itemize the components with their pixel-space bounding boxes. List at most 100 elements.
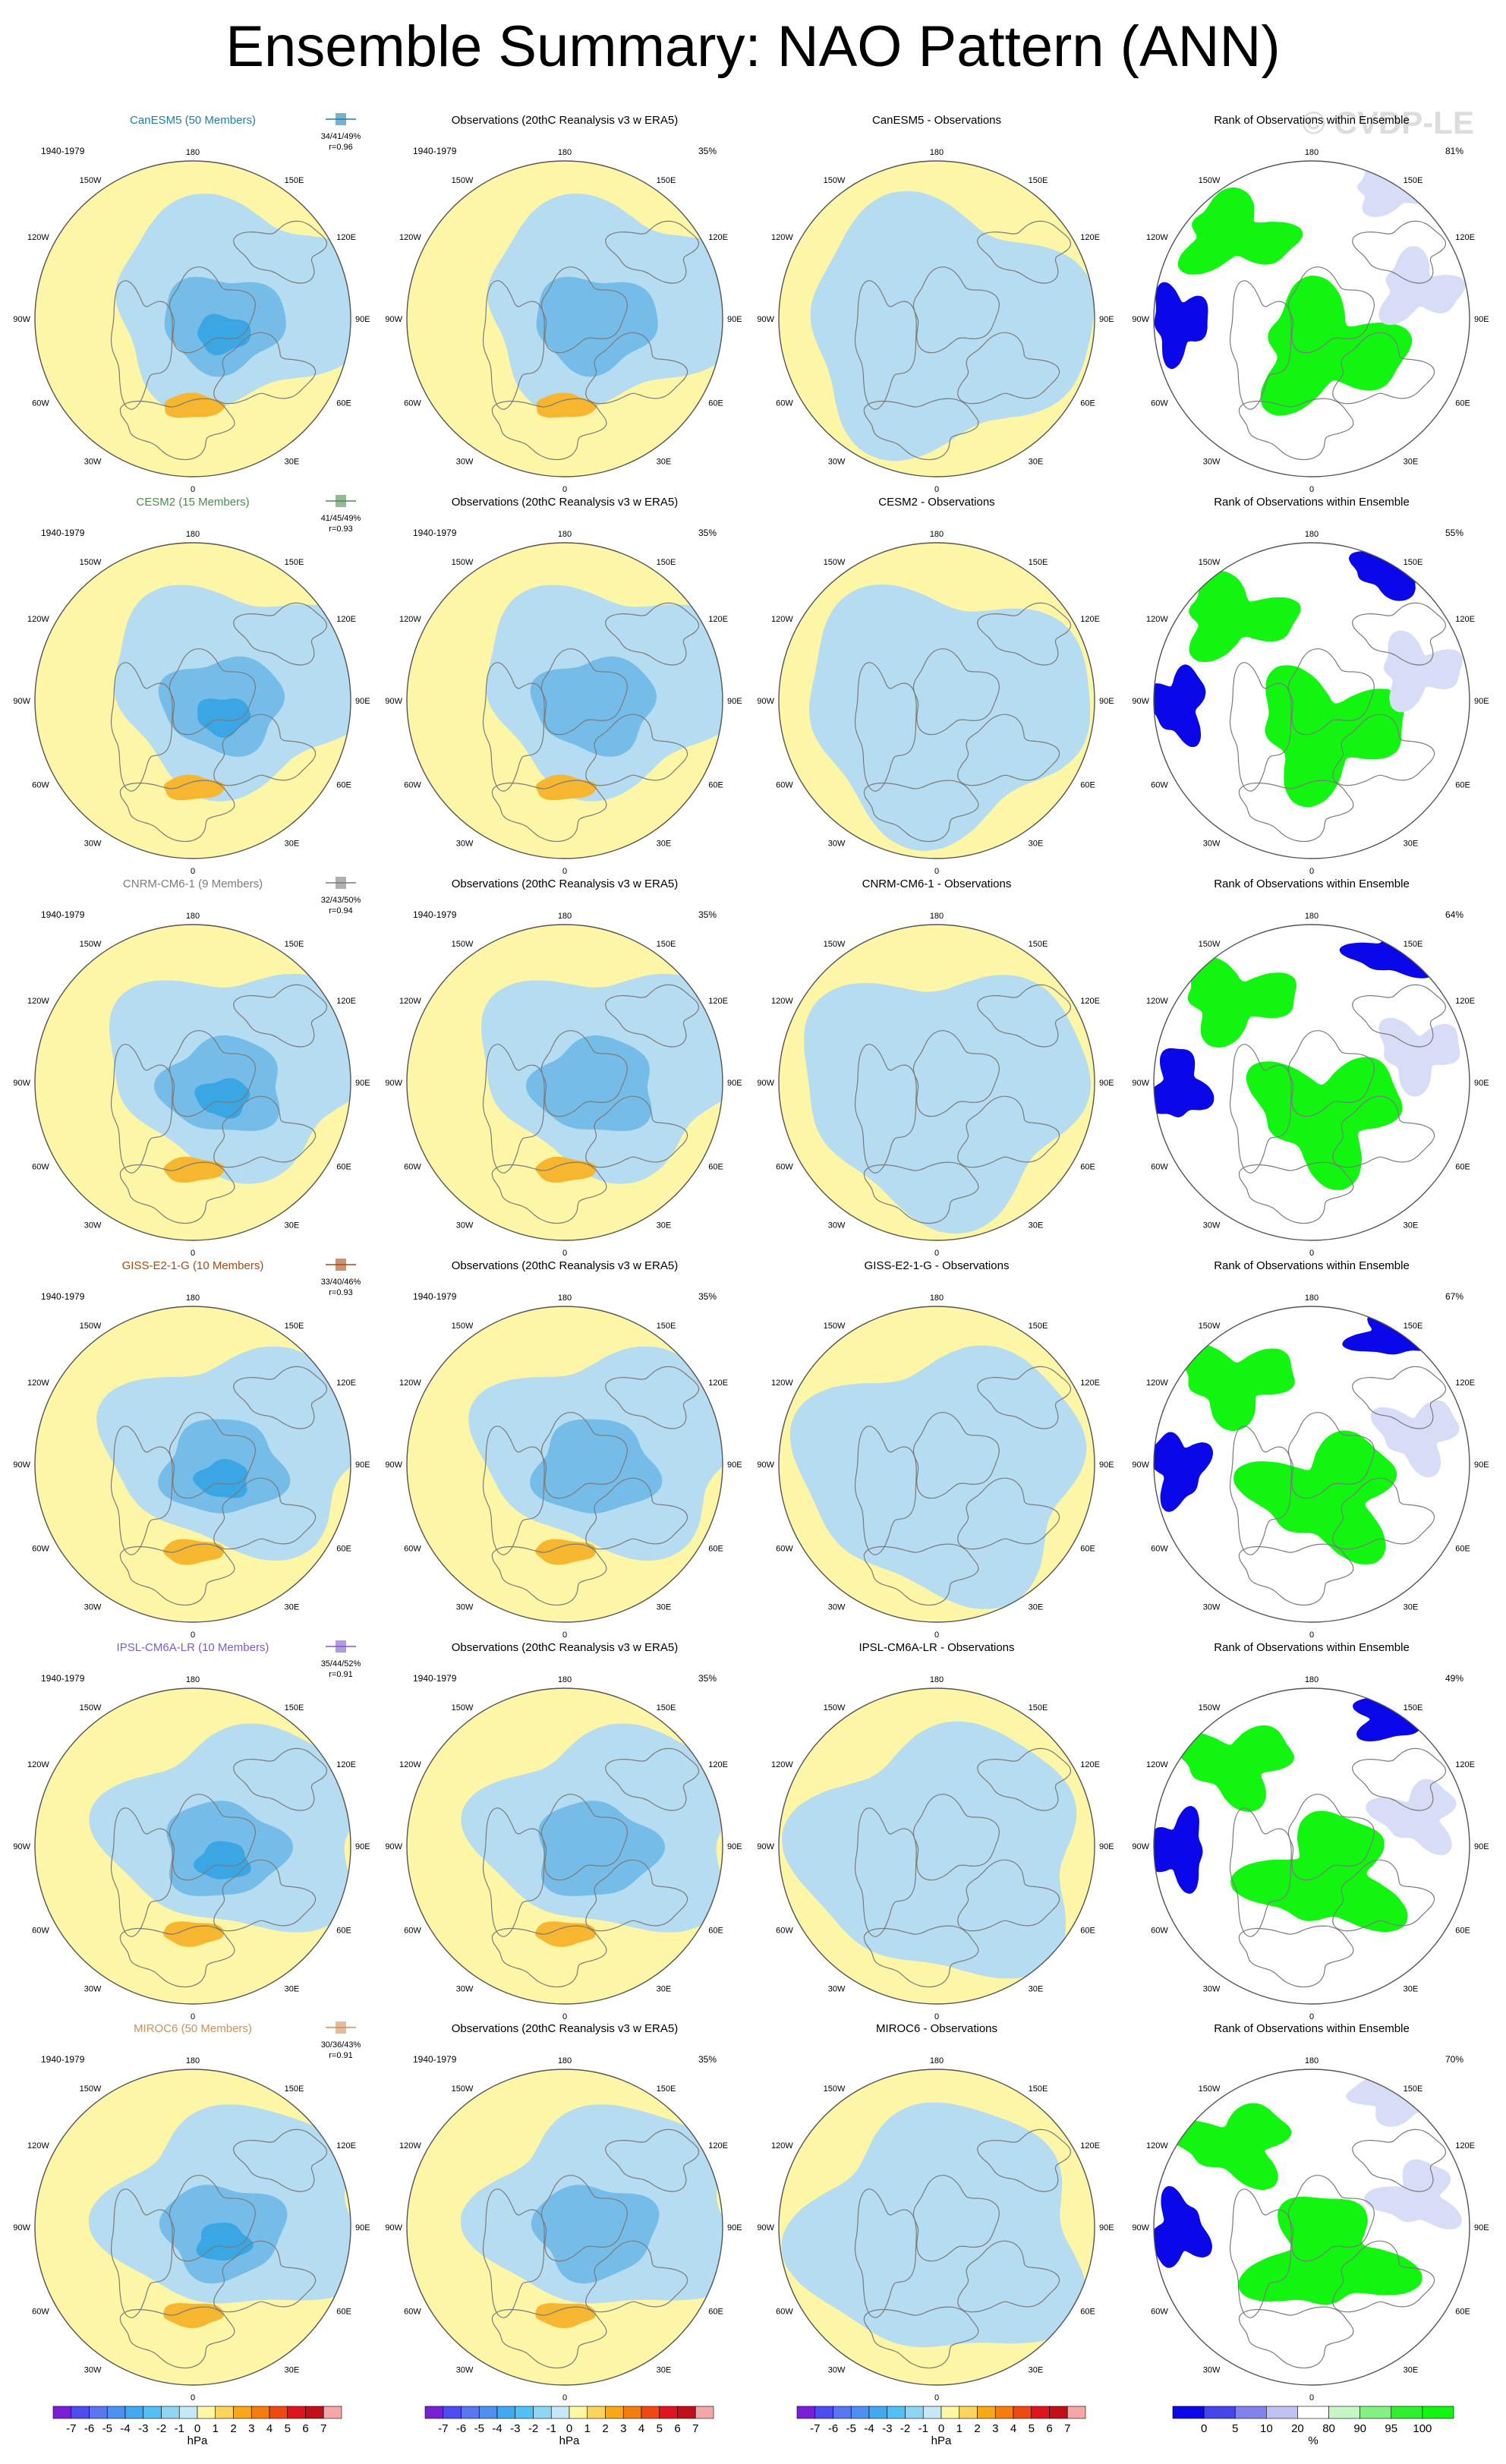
colorbar-tick-label: -2 [156,2422,166,2435]
longitude-label-upper_left: 150W [1199,558,1221,567]
longitude-label-right_upper: 120E [708,1379,728,1388]
coastline [213,1477,317,1550]
rank-low-region [1154,1048,1215,1117]
coastline [585,1095,688,1168]
longitude-label-right: 90E [1474,697,1489,706]
colorbar-swatch [233,2406,252,2419]
longitude-label-left: 90W [1132,1079,1149,1088]
rank-low-region [1154,1806,1203,1894]
coastline [233,1366,328,1429]
longitude-label-upper_left: 150W [80,2084,102,2094]
positive-anomaly [535,2303,597,2328]
colorbar-swatch [1266,2406,1298,2419]
longitude-label-right: 90E [1474,315,1489,324]
colorbar-tick-label: -1 [175,2422,184,2435]
map-border [778,1687,1095,2005]
obs-percent: 35% [698,146,717,156]
coastline [854,662,917,792]
longitude-label-right_lower: 60E [336,1926,351,1935]
rank-percent: 81% [1445,146,1463,156]
longitude-label-upper_right: 150E [285,176,304,185]
coastline [957,1477,1060,1550]
longitude-label-right_lower: 60E [1455,1162,1470,1171]
coastline [957,1859,1060,1932]
colorbar-swatch [940,2406,960,2419]
longitude-label-upper_left: 150W [452,1703,474,1713]
longitude-label-left: 90W [1132,1460,1149,1470]
colorbar-tick-label: 3 [992,2422,998,2435]
longitude-label-bottom: 0 [191,1631,195,1640]
colorbar-swatch [197,2406,216,2419]
map-border [778,924,1095,1241]
obs-percent: 35% [698,528,717,538]
longitude-label-right_lower: 60E [708,2307,723,2316]
coastline [605,2128,700,2192]
coastline [213,332,317,405]
colorbar-tick-label: 90 [1353,2422,1366,2435]
longitude-label-right_upper: 120E [1455,997,1475,1006]
longitude-label-right_lower: 60E [336,399,351,408]
rank-map: 180 0 150W 150E 120W 120E 90W 90E 60W 60E 30W 30E [1132,2056,1489,2403]
obs-title: Observations (20thC Reanalysis v3 w ERA5… [452,878,678,890]
pattern-correlation: r=0.96 [329,143,353,152]
colorbar-tick-label: 5 [1232,2422,1238,2435]
longitude-label-upper_left: 150W [452,1322,474,1331]
obs-title: Observations (20thC Reanalysis v3 w ERA5… [452,1641,678,1654]
longitude-label-left: 90W [13,1842,30,1851]
model-map: 180 0 150W 150E 120W 120E 90W 90E 60W 60E 30W 30E [13,912,370,1258]
negative-anomaly [804,975,1091,1234]
negative-anomaly [525,1035,652,1132]
diff-title: CNRM-CM6-1 - Observations [862,878,1012,890]
longitude-label-left: 90W [757,1460,774,1470]
longitude-label-left_upper: 120W [399,1379,421,1388]
longitude-label-left_lower: 60W [1151,780,1168,789]
colorbar-unit: hPa [559,2434,580,2447]
rank-percent: 49% [1445,1673,1463,1684]
longitude-label-right_upper: 120E [336,2141,356,2150]
coastline [482,1807,545,1937]
longitude-label-left_upper: 120W [1146,615,1168,624]
longitude-label-lower_right: 30E [657,1984,672,1993]
colorbar-tick-label: -1 [547,2422,556,2435]
colorbar-swatch [305,2406,324,2419]
longitude-label-lower_right: 30E [1029,457,1044,466]
longitude-label-left: 90W [385,1079,402,1088]
colorbar-tick-label: 7 [1064,2422,1070,2435]
longitude-label-lower_left: 30W [456,1602,474,1612]
rank-title: Rank of Observations within Ensemble [1214,878,1410,890]
longitude-label-right_lower: 60E [708,399,723,408]
longitude-label-top: 180 [186,148,200,157]
diff-map: 180 0 150W 150E 120W 120E 90W 90E 60W 60E 30W 30E [757,1293,1114,1640]
colorbar-swatch [106,2406,126,2419]
diff-map: 180 0 150W 150E 120W 120E 90W 90E 60W 60E 30W 30E [757,912,1114,1258]
colorbar-swatch [887,2406,906,2419]
colorbar-swatch [1013,2406,1032,2419]
longitude-label-left_lower: 60W [32,780,49,789]
longitude-label-right: 90E [1474,1079,1489,1088]
longitude-label-upper_left: 150W [452,558,474,567]
longitude-label-lower_left: 30W [456,839,474,848]
longitude-label-right: 90E [355,1842,370,1851]
longitude-label-right: 90E [1474,1842,1489,1851]
colorbar-tick-label: -7 [810,2422,820,2435]
colorbar-swatch [443,2406,462,2419]
colorbar-swatch [605,2406,624,2419]
colorbar-swatch [569,2406,588,2419]
coastline [110,1807,173,1937]
rank-high-region [1164,2103,1292,2190]
longitude-label-right: 90E [1474,1460,1489,1470]
longitude-label-right_upper: 120E [708,2141,728,2150]
pattern-correlation: r=0.93 [329,1288,353,1297]
coastline [482,662,545,792]
coastline [957,2240,1060,2313]
colorbar-swatch [1031,2406,1050,2419]
coastline [482,1044,545,1174]
colorbar-swatch [178,2406,198,2419]
colorbar-swatch [424,2406,444,2419]
longitude-label-right_lower: 60E [1080,399,1095,408]
coastline [482,2188,545,2318]
longitude-label-upper_left: 150W [824,558,846,567]
longitude-label-right_lower: 60E [1080,1544,1095,1553]
colorbar-tick-label: 100 [1413,2422,1432,2435]
longitude-label-upper_left: 150W [80,176,102,185]
